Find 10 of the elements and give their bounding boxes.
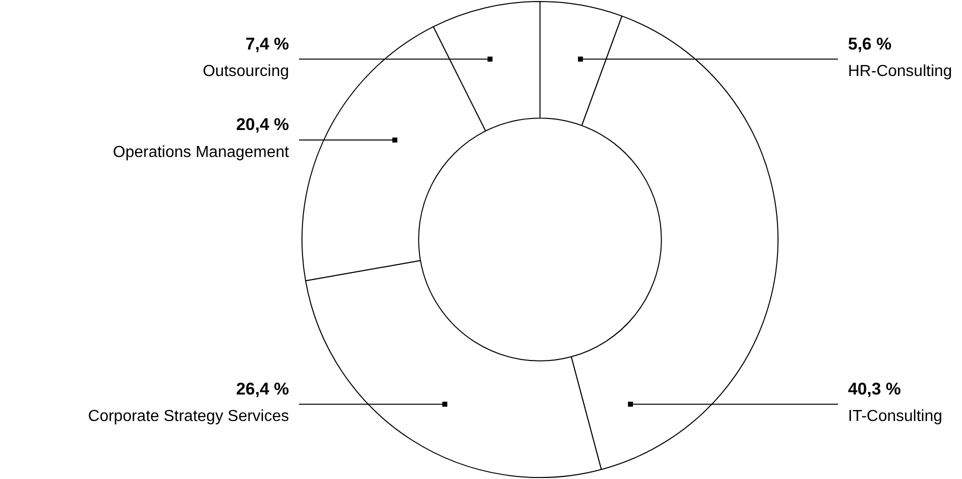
slice-label: Operations Management xyxy=(112,144,290,161)
data-label: 20,4 % xyxy=(236,115,289,134)
data-label: 5,6 % xyxy=(848,34,892,54)
slice-label: Outsourcing xyxy=(202,63,289,80)
data-label: 26,4 % xyxy=(236,379,289,398)
slice-label: IT-Consulting xyxy=(848,408,942,426)
slice-label: Corporate Strategy Services xyxy=(88,408,289,426)
data-label: 7,4 % xyxy=(246,34,289,54)
data-label: 40,3 % xyxy=(848,379,901,398)
slice-label: HR-Consulting xyxy=(848,63,952,80)
